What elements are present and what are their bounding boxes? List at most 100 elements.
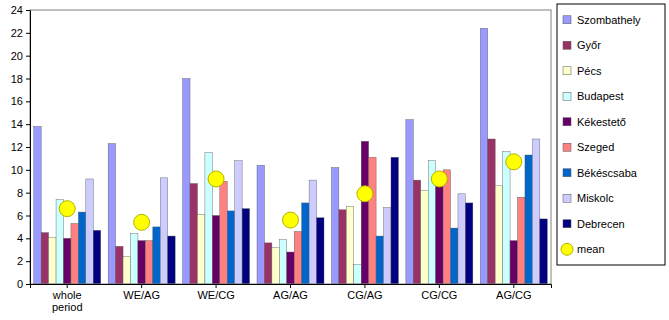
legend-swatch <box>563 220 571 228</box>
y-tick: 6 <box>17 210 30 222</box>
bar <box>443 170 450 284</box>
bar <box>49 237 56 284</box>
y-tick-label: 12 <box>11 141 23 153</box>
bar <box>376 236 383 284</box>
legend-label: Győr <box>577 39 601 51</box>
bar <box>34 126 41 284</box>
bar <box>123 257 130 284</box>
bar <box>168 236 175 284</box>
bar <box>279 239 286 284</box>
point <box>59 201 75 217</box>
y-tick-label: 16 <box>11 95 23 107</box>
y-axis: 024681012141618202224 <box>11 4 31 290</box>
bar <box>317 218 324 284</box>
legend-label: Szombathely <box>577 14 641 26</box>
legend-box <box>557 4 665 265</box>
plot-frame <box>30 10 551 284</box>
point-series <box>59 154 522 231</box>
legend-label: Budapest <box>577 90 623 102</box>
x-tick: CG/AG <box>347 284 382 301</box>
bar <box>384 208 391 284</box>
y-tick-mark <box>26 10 30 11</box>
bar <box>183 79 190 285</box>
y-tick-label: 6 <box>17 210 23 222</box>
bar <box>480 28 487 284</box>
x-tick-mark <box>364 284 365 288</box>
legend-swatch <box>563 194 571 202</box>
y-tick-mark <box>26 261 30 262</box>
y-tick-mark <box>26 147 30 148</box>
bar <box>145 241 152 284</box>
plot-area: 024681012141618202224wholeperiodWE/AGWE/… <box>11 4 552 313</box>
y-tick: 18 <box>11 73 30 85</box>
bar <box>235 161 242 284</box>
bar-series <box>93 157 547 284</box>
chart: 024681012141618202224wholeperiodWE/AGWE/… <box>0 0 669 320</box>
y-tick: 14 <box>11 118 30 130</box>
y-tick-label: 24 <box>11 4 23 16</box>
bar <box>451 228 458 284</box>
x-tick-mark <box>67 284 68 288</box>
point <box>283 212 299 228</box>
x-tick-mark <box>513 284 514 288</box>
bar-series <box>56 152 510 284</box>
legend-swatch <box>563 118 571 126</box>
legend-swatch <box>563 67 571 75</box>
bar <box>130 234 137 284</box>
x-tick: WE/CG <box>197 284 234 301</box>
x-tick-mark <box>290 284 291 288</box>
bar <box>272 247 279 284</box>
y-tick-mark <box>26 238 30 239</box>
bar <box>361 141 368 284</box>
bar <box>458 194 465 284</box>
bar-series <box>71 157 525 284</box>
legend-swatch <box>563 41 571 49</box>
legend-label: Miskolc <box>577 192 614 204</box>
x-tick: WE/AG <box>123 284 160 301</box>
bar <box>257 165 264 284</box>
legend-label: mean <box>577 243 605 255</box>
legend-swatch <box>563 143 571 151</box>
x-axis: wholeperiodWE/AGWE/CGAG/AGCG/AGCG/CGAG/C… <box>31 284 552 313</box>
y-tick-label: 0 <box>17 278 23 290</box>
x-tick-label: WE/CG <box>197 289 234 301</box>
bar <box>309 180 316 284</box>
legend-label: Pécs <box>577 65 602 77</box>
bar <box>532 139 539 284</box>
point <box>431 171 447 187</box>
y-tick: 4 <box>17 232 30 244</box>
bar <box>190 184 197 284</box>
bar-series <box>86 139 540 284</box>
x-tick-mark <box>439 284 440 288</box>
point <box>208 171 224 187</box>
bar <box>518 197 525 284</box>
y-tick-mark <box>26 284 30 285</box>
y-tick-label: 10 <box>11 164 23 176</box>
bar <box>212 216 219 285</box>
y-tick-label: 4 <box>17 232 23 244</box>
y-tick: 16 <box>11 95 30 107</box>
bar <box>391 157 398 284</box>
bar <box>346 206 353 284</box>
bar-series <box>34 28 488 284</box>
bar-series <box>41 139 495 284</box>
y-tick: 2 <box>17 255 30 267</box>
x-tick: AG/CG <box>496 284 531 301</box>
bar <box>465 203 472 284</box>
y-tick-mark <box>26 170 30 171</box>
y-tick-label: 2 <box>17 255 23 267</box>
legend-swatch <box>563 16 571 24</box>
y-tick-label: 22 <box>11 27 23 39</box>
point <box>357 186 373 202</box>
bar <box>302 203 309 284</box>
bar <box>510 241 517 284</box>
y-tick-mark <box>26 124 30 125</box>
bar <box>495 186 502 284</box>
bar <box>108 144 115 284</box>
y-tick-mark <box>26 101 30 102</box>
bar <box>369 157 376 284</box>
legend-label: Szeged <box>577 141 614 153</box>
x-tick-label: WE/AG <box>123 289 160 301</box>
bar <box>488 139 495 284</box>
bar <box>339 210 346 284</box>
